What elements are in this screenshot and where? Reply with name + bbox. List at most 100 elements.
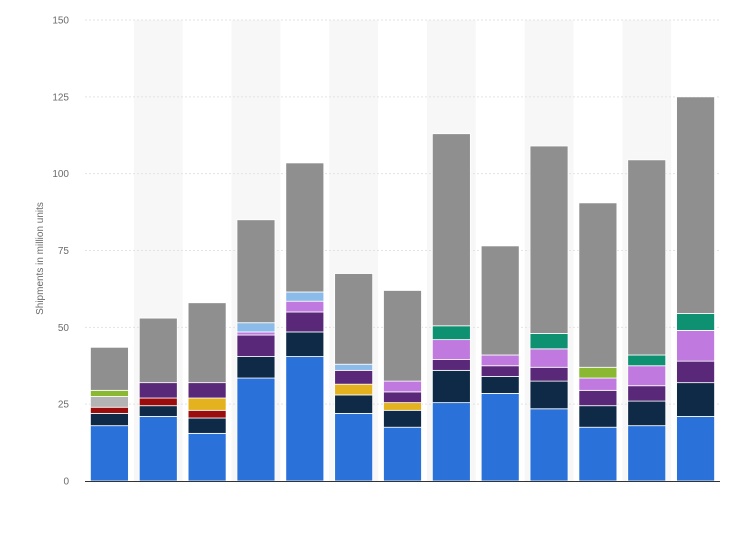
bar-segment[interactable]: [529, 380, 569, 410]
bar-segment[interactable]: [187, 409, 227, 419]
bar-stack: [676, 96, 715, 482]
bar-segment[interactable]: [138, 405, 178, 417]
bar-segment[interactable]: [676, 382, 715, 417]
bar-segment[interactable]: [431, 339, 471, 361]
bar-segment[interactable]: [627, 425, 667, 482]
bar-stack: [285, 162, 325, 482]
bar-segment[interactable]: [285, 162, 325, 293]
bar-stack: [480, 245, 520, 482]
bar-segment[interactable]: [285, 356, 325, 482]
bar-segment[interactable]: [90, 425, 129, 482]
bar-segment[interactable]: [236, 356, 276, 379]
bar-segment[interactable]: [90, 412, 129, 427]
bar-segment[interactable]: [627, 354, 667, 367]
bar-segment[interactable]: [138, 382, 178, 399]
bar-segment[interactable]: [334, 369, 374, 385]
bar-segment[interactable]: [627, 400, 667, 427]
bar-segment[interactable]: [578, 366, 618, 379]
bar-segment[interactable]: [676, 330, 715, 362]
bar-segment[interactable]: [627, 385, 667, 402]
bars: [90, 96, 715, 482]
bar-segment[interactable]: [676, 313, 715, 331]
bar-segment[interactable]: [480, 354, 520, 367]
bar-segment[interactable]: [578, 377, 618, 391]
bar-segment[interactable]: [90, 346, 129, 391]
bar-segment[interactable]: [383, 402, 422, 411]
bar-segment[interactable]: [529, 408, 569, 482]
bar-segment[interactable]: [676, 416, 715, 482]
y-axis-title: Shipments in million units: [35, 202, 46, 315]
bar-segment[interactable]: [138, 416, 178, 482]
bar-segment[interactable]: [236, 219, 276, 324]
bar-stack: [138, 317, 178, 482]
y-tick-label: 50: [58, 323, 70, 334]
bar-stack: [627, 159, 667, 482]
bar-segment[interactable]: [90, 406, 129, 414]
y-tick-label: 125: [52, 92, 69, 103]
bar-segment[interactable]: [90, 396, 129, 408]
y-tick-label: 25: [58, 400, 70, 411]
bar-segment[interactable]: [285, 300, 325, 313]
bar-segment[interactable]: [187, 397, 227, 411]
bar-segment[interactable]: [431, 359, 471, 371]
bar-segment[interactable]: [187, 417, 227, 434]
bar-segment[interactable]: [480, 376, 520, 394]
y-tick-label: 75: [58, 246, 70, 257]
bar-stack: [578, 202, 618, 482]
y-tick-label: 0: [63, 477, 69, 488]
bar-segment[interactable]: [676, 360, 715, 384]
bar-segment[interactable]: [578, 202, 618, 368]
bar-segment[interactable]: [480, 393, 520, 482]
bar-segment[interactable]: [90, 389, 129, 397]
bar-segment[interactable]: [383, 290, 422, 382]
bar-stack: [187, 302, 227, 482]
bar-segment[interactable]: [578, 389, 618, 407]
bar-stack: [529, 145, 569, 482]
bar-segment[interactable]: [285, 291, 325, 302]
bar-segment[interactable]: [529, 366, 569, 382]
bar-segment[interactable]: [138, 317, 178, 384]
bar-segment[interactable]: [334, 383, 374, 396]
bar-stack: [383, 290, 422, 482]
bar-segment[interactable]: [236, 322, 276, 333]
bar-segment[interactable]: [236, 334, 276, 357]
bar-stack: [431, 133, 471, 482]
bar-segment[interactable]: [138, 397, 178, 407]
bar-segment[interactable]: [334, 273, 374, 365]
bar-stack: [334, 273, 374, 482]
bar-segment[interactable]: [529, 333, 569, 350]
bar-segment[interactable]: [187, 382, 227, 399]
bar-segment[interactable]: [480, 245, 520, 356]
bar-segment[interactable]: [383, 409, 422, 428]
bar-segment[interactable]: [285, 311, 325, 333]
bar-segment[interactable]: [383, 380, 422, 393]
bar-segment[interactable]: [236, 331, 276, 336]
bar-segment[interactable]: [627, 365, 667, 387]
bar-segment[interactable]: [383, 426, 422, 482]
bar-segment[interactable]: [480, 365, 520, 377]
bar-segment[interactable]: [431, 402, 471, 482]
bar-segment[interactable]: [431, 325, 471, 341]
bar-segment[interactable]: [529, 348, 569, 368]
bar-segment[interactable]: [578, 426, 618, 482]
bar-stack: [236, 219, 276, 482]
bar-segment[interactable]: [187, 302, 227, 384]
bar-segment[interactable]: [431, 369, 471, 404]
bar-segment[interactable]: [383, 391, 422, 404]
bar-segment[interactable]: [676, 96, 715, 314]
bar-segment[interactable]: [578, 405, 618, 428]
y-axis-ticks: 0 25 50 75 100 125 150: [52, 16, 69, 488]
bar-stack: [90, 346, 129, 482]
bar-segment[interactable]: [334, 363, 374, 371]
bar-segment[interactable]: [529, 145, 569, 334]
bar-segment[interactable]: [334, 412, 374, 482]
bar-segment[interactable]: [334, 394, 374, 414]
bar-segment[interactable]: [236, 377, 276, 482]
bar-segment[interactable]: [187, 432, 227, 482]
bar-segment[interactable]: [431, 133, 471, 327]
y-tick-label: 150: [52, 16, 69, 27]
bar-segment[interactable]: [627, 159, 667, 356]
y-tick-label: 100: [52, 169, 69, 180]
bar-segment[interactable]: [285, 331, 325, 357]
